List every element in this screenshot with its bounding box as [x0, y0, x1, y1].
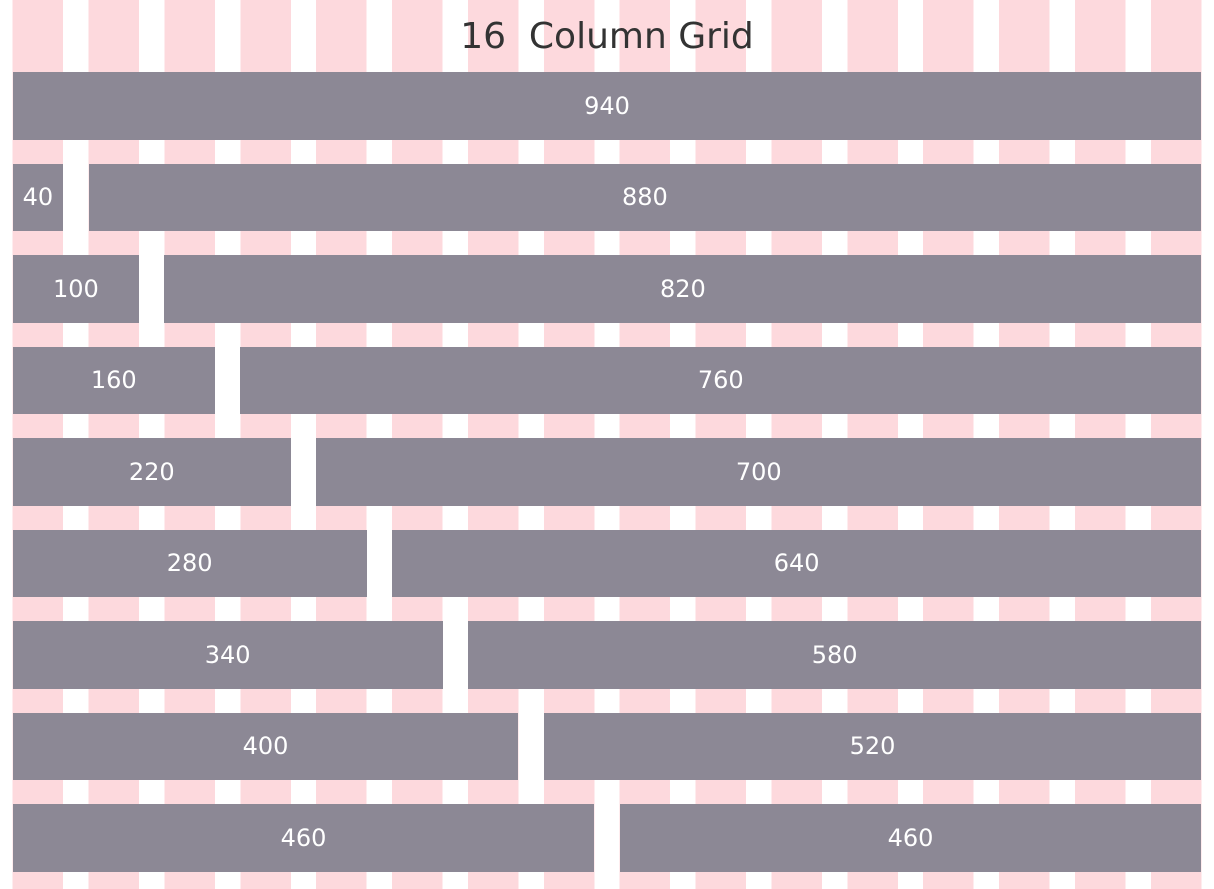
- grid-bar: 880: [88, 163, 1202, 231]
- grid-row: 340 580: [0, 621, 1214, 689]
- grid-bar-label: 460: [887, 823, 934, 852]
- grid-bar-label: 880: [622, 183, 668, 212]
- grid-bar: 280: [12, 529, 367, 597]
- grid-row: 160 760: [0, 346, 1214, 414]
- grid-row: 220 700: [0, 438, 1214, 506]
- grid-bar: 460: [619, 804, 1202, 872]
- grid-bar-label: 700: [735, 457, 782, 486]
- grid-row: 940: [0, 72, 1214, 140]
- grid-bar: 760: [240, 346, 1202, 414]
- grid-bar: 460: [12, 804, 595, 872]
- grid-row: 400 520: [0, 712, 1214, 780]
- grid-bar-label: 100: [52, 274, 99, 303]
- grid-bar-label: 280: [166, 549, 213, 578]
- grid-bar: 580: [467, 621, 1202, 689]
- grid-bar-label: 460: [280, 823, 327, 852]
- grid-row: 280 640: [0, 529, 1214, 597]
- grid-bar-label: 520: [849, 732, 896, 761]
- grid-bar-label: 160: [90, 366, 137, 395]
- grid-row: 460 460: [0, 804, 1214, 872]
- grid-rows: 940 40 880 100 820 160 760 220 700 280 640 340 580 40…: [0, 72, 1214, 872]
- grid-bar-label: 340: [204, 640, 251, 669]
- grid-bar: 100: [12, 255, 140, 323]
- page-title: 16 Column Grid: [460, 15, 754, 57]
- grid-bar: 700: [316, 438, 1202, 506]
- grid-bar-label: 400: [242, 732, 289, 761]
- grid-bar: 40: [12, 163, 64, 231]
- grid-bar-label: 220: [128, 457, 175, 486]
- grid-bar-label: 40: [22, 183, 54, 212]
- grid-bar: 640: [392, 529, 1202, 597]
- grid-bar: 520: [543, 712, 1202, 780]
- grid-bar-label: 820: [659, 274, 706, 303]
- grid-row: 100 820: [0, 255, 1214, 323]
- grid-bar-label: 940: [584, 91, 630, 120]
- grid-bar: 820: [164, 255, 1202, 323]
- grid-bar: 340: [12, 621, 443, 689]
- grid-bar-label: 640: [773, 549, 820, 578]
- grid-bar: 220: [12, 438, 291, 506]
- grid-bar: 940: [12, 72, 1202, 140]
- grid-bar-label: 760: [697, 366, 744, 395]
- grid-row: 40 880: [0, 163, 1214, 231]
- grid-bar: 160: [12, 346, 215, 414]
- grid-bar-label: 580: [811, 640, 858, 669]
- grid-bar: 400: [12, 712, 519, 780]
